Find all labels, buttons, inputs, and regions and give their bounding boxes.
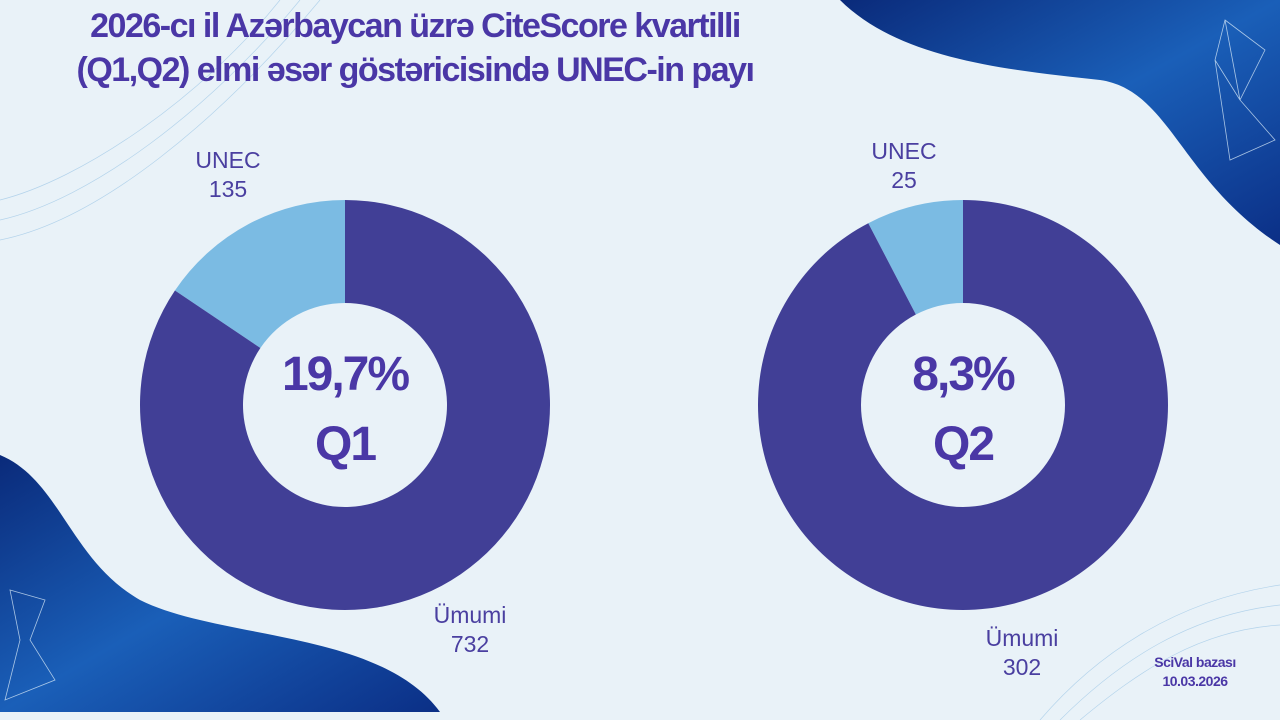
q1-slice-unec (174, 200, 345, 349)
q1-unec-label-name: UNEC (195, 147, 261, 173)
q1-total-label-name: Ümumi (433, 602, 507, 628)
chart-title: 2026-cı il Azərbaycan üzrə CiteScore kva… (0, 4, 830, 92)
q1-percent: 19,7% (281, 348, 410, 401)
q2-unec-label: UNEC 25 (844, 137, 964, 195)
source-name: SciVal bazası (1154, 654, 1236, 670)
q1-total-label-value: 732 (450, 631, 490, 657)
q2-quartile: Q2 (932, 418, 995, 471)
q1-unec-label-value: 135 (208, 176, 248, 202)
q2-total-label: Ümumi 302 (962, 624, 1082, 682)
q2-total-label-name: Ümumi (985, 625, 1059, 651)
q2-unec-label-name: UNEC (871, 138, 937, 164)
q1-unec-label: UNEC 135 (168, 146, 288, 204)
q1-slice-total (140, 200, 551, 610)
q2-slice-total (757, 200, 1168, 610)
title-line-1: 2026-cı il Azərbaycan üzrə CiteScore kva… (90, 7, 741, 45)
q2-slice-unec (868, 200, 963, 315)
title-line-2: (Q1,Q2) elmi əsər göstəricisində UNEC-in… (76, 51, 755, 89)
q2-unec-label-value: 25 (891, 167, 917, 193)
source-date: 10.03.2026 (1162, 673, 1228, 689)
q2-percent: 8,3% (912, 348, 1015, 401)
q1-quartile: Q1 (314, 418, 377, 471)
q1-total-label: Ümumi 732 (410, 601, 530, 659)
source-note: SciVal bazası 10.03.2026 (1130, 653, 1260, 691)
polygon-mesh (4, 19, 1276, 701)
bottom-left-wave (0, 455, 440, 712)
q1-center-text: 19,7% Q1 (245, 340, 445, 480)
q2-total-label-value: 302 (1002, 654, 1042, 680)
top-right-wave (840, 0, 1280, 245)
q2-center-text: 8,3% Q2 (863, 340, 1063, 480)
